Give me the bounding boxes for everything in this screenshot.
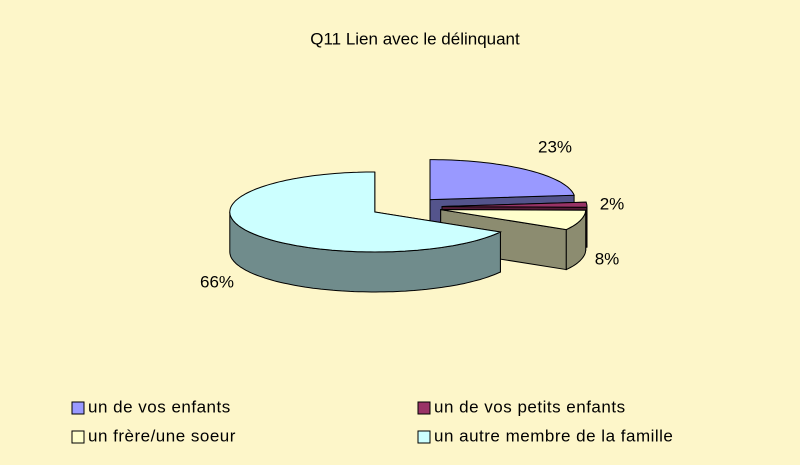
legend-label: un frère/une soeur [88, 426, 236, 445]
legend-label: un de vos petits enfants [434, 397, 626, 416]
chart-title: Q11 Lien avec le délinquant [310, 29, 520, 48]
data-label: 23% [538, 137, 572, 156]
legend-label: un de vos enfants [88, 397, 231, 416]
data-label: 66% [200, 272, 234, 291]
legend-swatch [71, 430, 85, 444]
legend-swatch [71, 401, 85, 415]
legend-swatch [417, 401, 431, 415]
data-label: 8% [595, 249, 620, 268]
slice [429, 159, 575, 201]
legend-swatch [417, 430, 431, 444]
data-label: 2% [600, 194, 625, 213]
slice [441, 201, 588, 208]
slice [440, 209, 587, 231]
slice [229, 171, 503, 253]
legend-label: un autre membre de la famille [434, 426, 673, 445]
